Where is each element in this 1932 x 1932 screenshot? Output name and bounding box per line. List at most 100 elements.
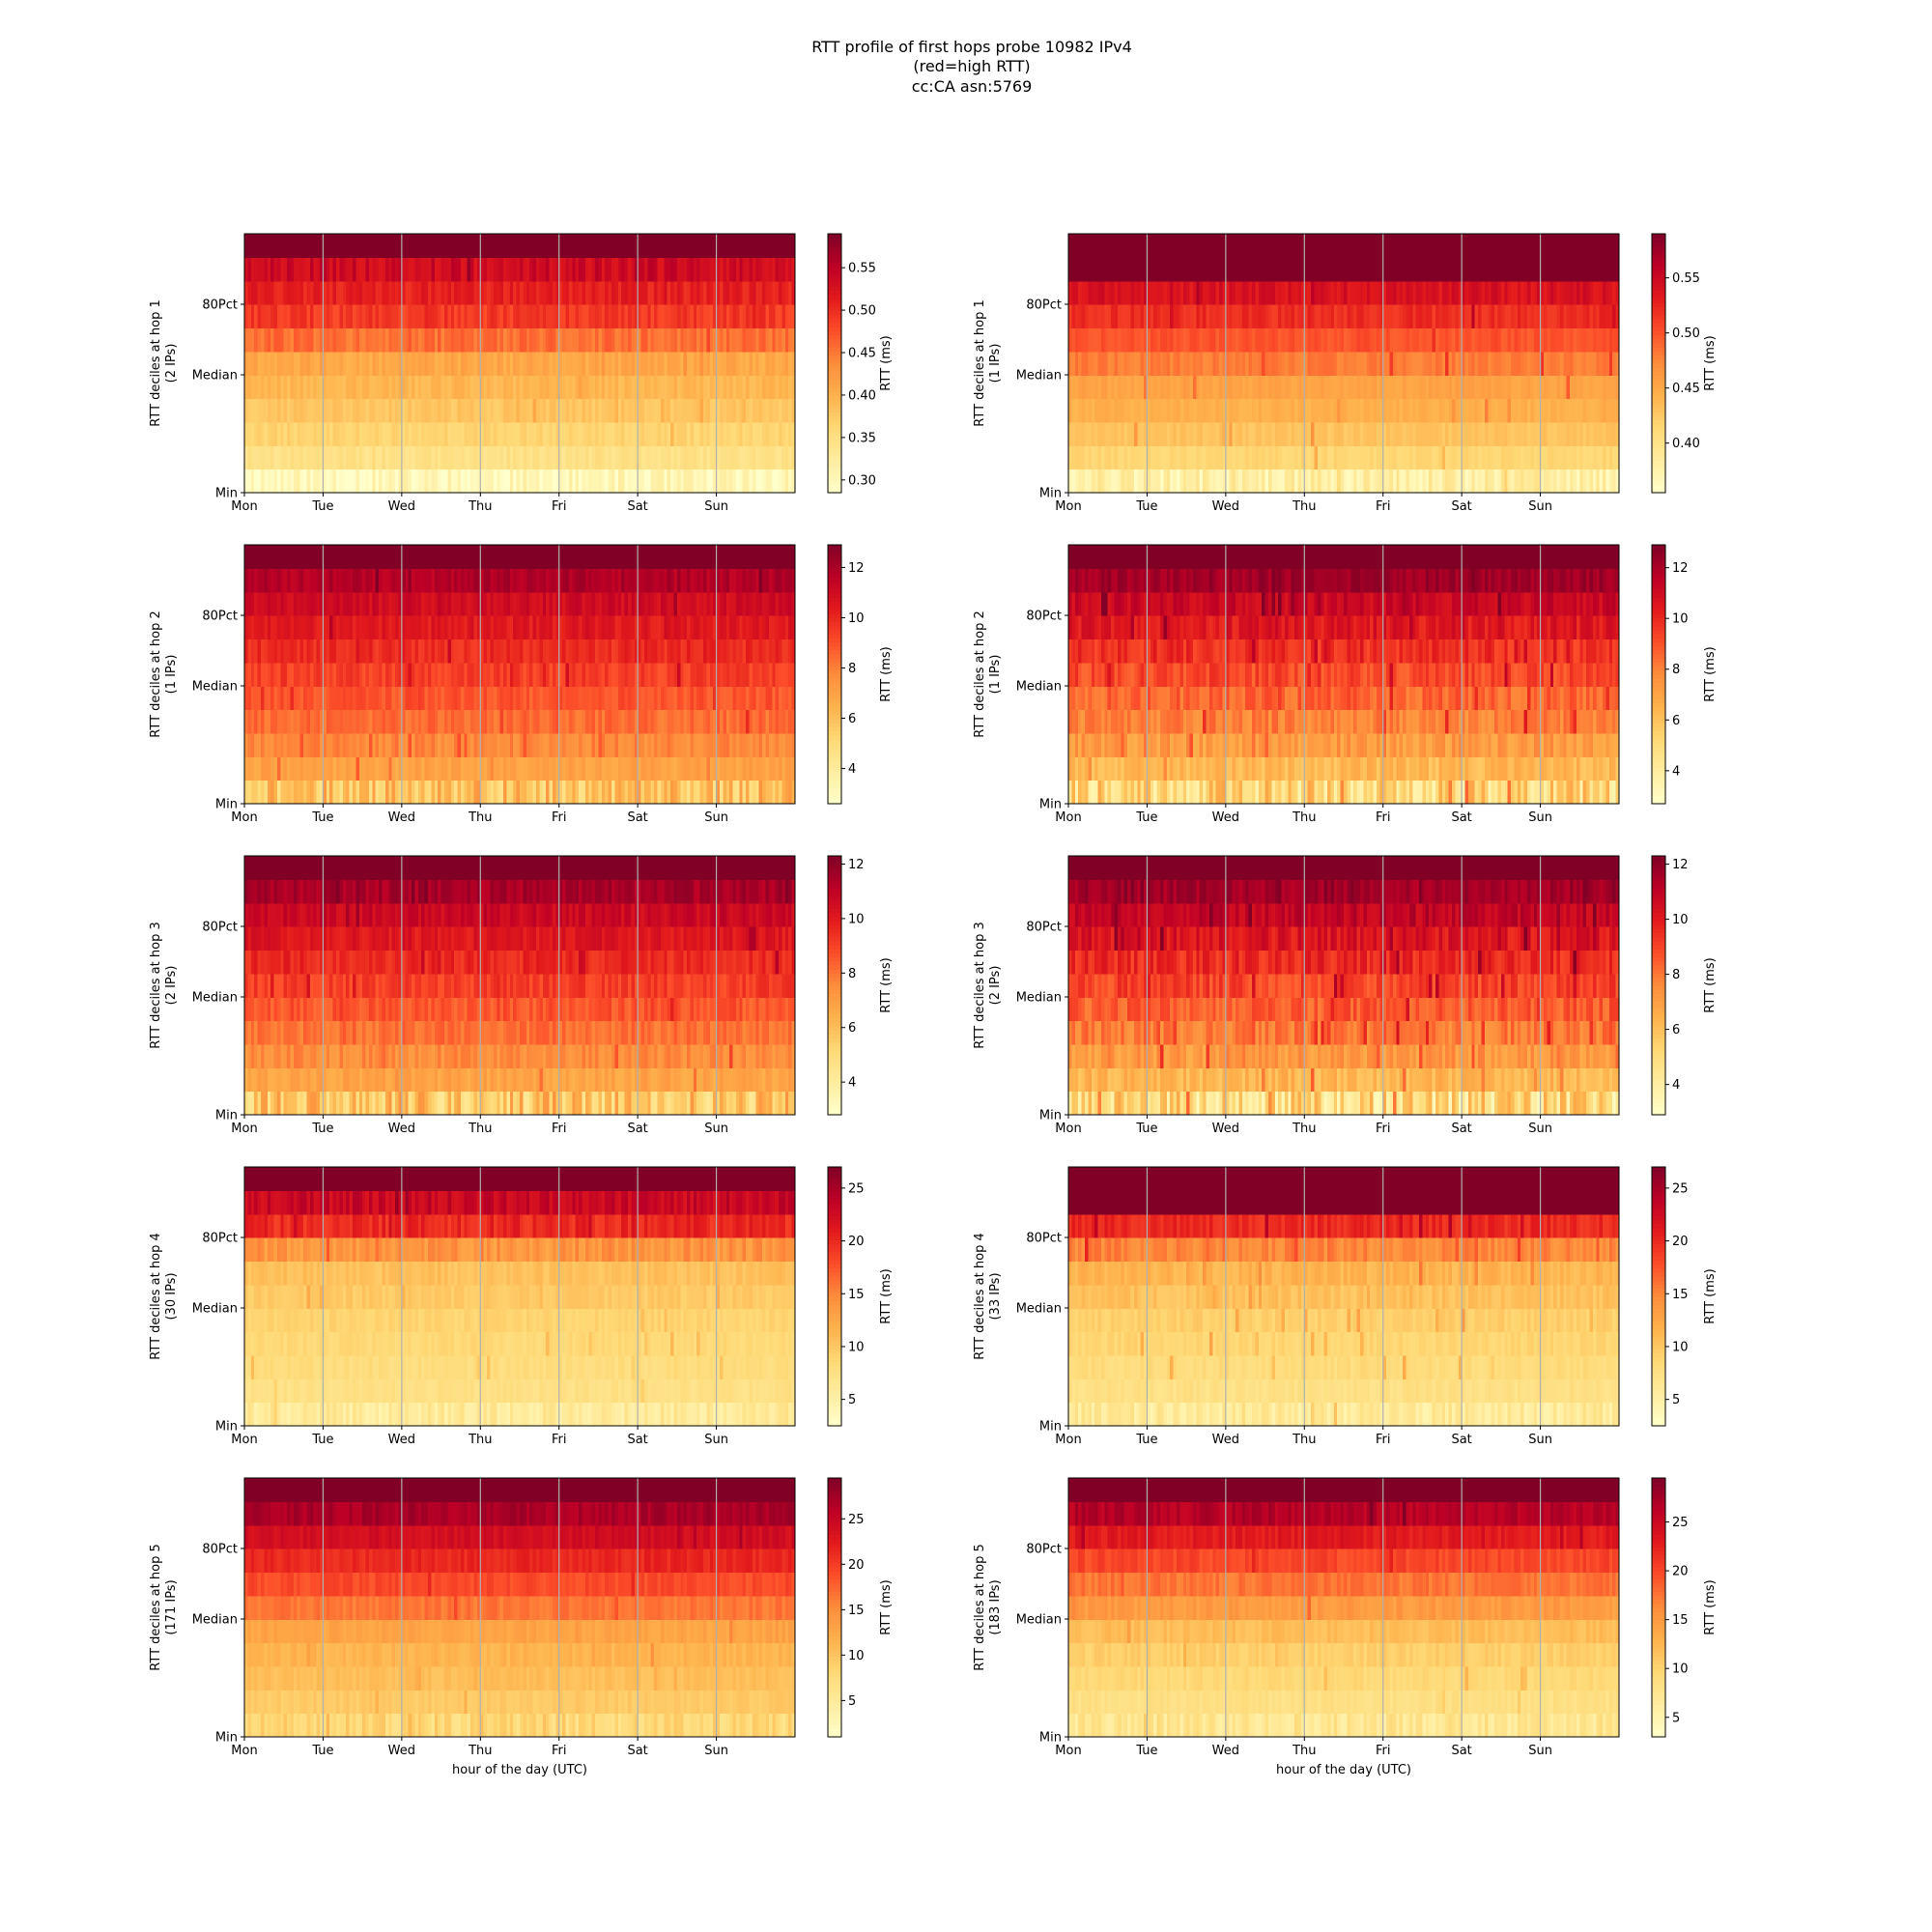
heatmap-cell <box>1359 304 1364 329</box>
heatmap-cell <box>1386 327 1391 353</box>
heatmap-cell <box>1511 280 1516 305</box>
heatmap-cell <box>1419 398 1424 423</box>
heatmap-cell <box>1605 327 1610 353</box>
heatmap-cell <box>627 469 632 494</box>
heatmap-cell <box>483 351 488 376</box>
heatmap-cell <box>1241 280 1246 305</box>
heatmap-cell <box>1500 445 1505 470</box>
heatmap-cell <box>1133 445 1138 470</box>
heatmap-cell <box>329 234 334 258</box>
heatmap-cell <box>1570 327 1575 353</box>
heatmap-cell <box>408 234 412 258</box>
heatmap-cell <box>664 257 668 282</box>
heatmap-cell <box>1573 421 1577 446</box>
heatmap-cell <box>1573 257 1577 282</box>
heatmap-cell <box>650 351 655 376</box>
heatmap-cell <box>1081 327 1086 353</box>
heatmap-cell <box>499 421 504 446</box>
heatmap-cell <box>1267 327 1272 353</box>
heatmap-cell <box>1488 280 1492 305</box>
heatmap-cell <box>667 445 671 470</box>
heatmap-cell <box>1540 327 1545 353</box>
heatmap-cell <box>742 257 747 282</box>
heatmap-cell <box>664 351 668 376</box>
heatmap-cell <box>1111 327 1116 353</box>
heatmap-cell <box>490 234 495 258</box>
heatmap-cell <box>1084 234 1089 258</box>
heatmap-cell <box>605 421 610 446</box>
heatmap-cell <box>467 280 471 305</box>
heatmap-cell <box>1448 398 1453 423</box>
heatmap-cell <box>490 780 495 805</box>
heatmap-cell <box>1507 327 1512 353</box>
heatmap-cell <box>1429 327 1434 353</box>
heatmap-cell <box>716 304 721 329</box>
heatmap-cell <box>1100 304 1105 329</box>
heatmap-cell <box>1396 280 1401 305</box>
heatmap-cell <box>431 351 436 376</box>
heatmap-cell <box>746 327 751 353</box>
heatmap-cell <box>1160 445 1164 470</box>
x-tick-label: Wed <box>388 499 415 514</box>
heatmap-cell <box>670 327 675 353</box>
heatmap-cell <box>1520 398 1525 423</box>
heatmap-cell <box>1435 445 1439 470</box>
heatmap-cell <box>395 304 400 329</box>
heatmap-cell <box>1297 375 1302 400</box>
heatmap-cell <box>1399 469 1404 494</box>
heatmap-cell <box>1471 351 1476 376</box>
heatmap-cell <box>1219 351 1224 376</box>
heatmap-cell <box>1255 234 1260 258</box>
heatmap-cell <box>1127 304 1132 329</box>
heatmap-cell <box>1255 280 1260 305</box>
heatmap-cell <box>1455 375 1460 400</box>
y-tick-label: Min <box>1039 487 1062 501</box>
heatmap-cell <box>588 257 593 282</box>
heatmap-cell <box>316 375 321 400</box>
heatmap-cell <box>250 257 255 282</box>
heatmap-cell <box>1192 327 1197 353</box>
heatmap-cell <box>454 234 459 258</box>
heatmap-cell <box>575 469 580 494</box>
heatmap-cell <box>683 686 688 711</box>
heatmap-cell <box>1344 280 1348 305</box>
heatmap-cell <box>1189 351 1194 376</box>
heatmap-cell <box>1144 445 1149 470</box>
heatmap-cell <box>247 375 252 400</box>
heatmap-cell <box>247 280 252 305</box>
heatmap-cell <box>1314 234 1319 258</box>
heatmap-cell <box>384 732 389 757</box>
heatmap-cell <box>276 327 281 353</box>
heatmap-cell <box>640 375 645 400</box>
heatmap-cell <box>572 398 577 423</box>
heatmap-cell <box>660 445 665 470</box>
heatmap-cell <box>244 469 248 494</box>
heatmap-cell <box>598 351 603 376</box>
heatmap-cell <box>1248 280 1253 305</box>
heatmap-cell <box>1219 445 1224 470</box>
heatmap-cell <box>1219 257 1224 282</box>
heatmap-cell <box>497 445 501 470</box>
heatmap-cell <box>1311 469 1316 494</box>
heatmap-cell <box>349 421 354 446</box>
heatmap-cell <box>650 280 655 305</box>
heatmap-cell <box>1504 351 1509 376</box>
heatmap-cell <box>1559 445 1564 470</box>
heatmap-cell <box>709 351 714 376</box>
heatmap-cell <box>788 234 793 258</box>
heatmap-cell <box>1356 375 1361 400</box>
heatmap-cell <box>1359 445 1364 470</box>
heatmap-cell <box>529 257 534 282</box>
heatmap-cell <box>1127 398 1132 423</box>
heatmap-cell <box>1441 421 1446 446</box>
heatmap-cell <box>582 398 586 423</box>
heatmap-cell <box>293 421 298 446</box>
heatmap-cell <box>1497 351 1502 376</box>
heatmap-cell <box>1278 421 1283 446</box>
heatmap-cell <box>1474 375 1479 400</box>
heatmap-cell <box>627 421 632 446</box>
heatmap-cell <box>460 469 465 494</box>
heatmap-cell <box>772 280 777 305</box>
heatmap-cell <box>523 398 527 423</box>
heatmap-cell <box>1507 257 1512 282</box>
